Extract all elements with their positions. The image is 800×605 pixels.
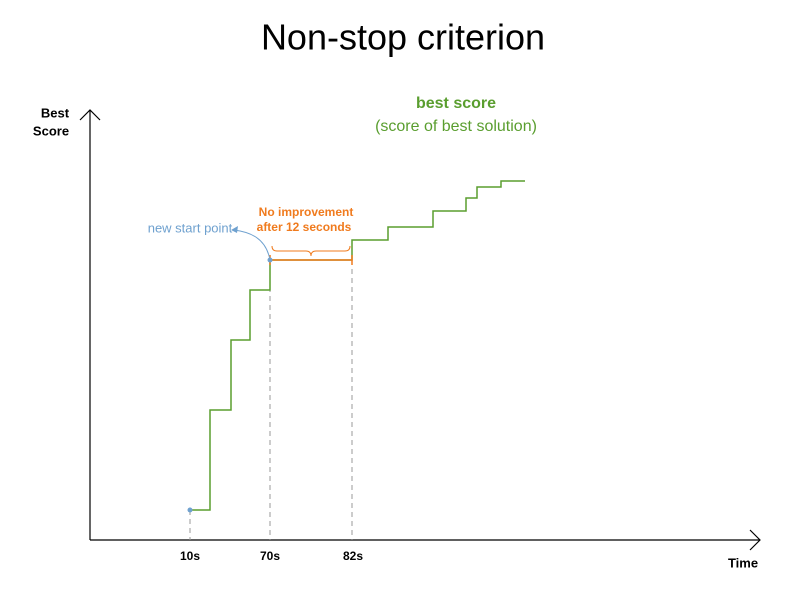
guides xyxy=(189,260,353,540)
annotation: No improvement xyxy=(259,205,354,219)
start-arrow xyxy=(233,229,271,261)
arrow-head xyxy=(231,226,238,233)
annotation: after 12 seconds xyxy=(257,220,352,234)
x-label: Time xyxy=(728,555,758,570)
title: Non-stop criterion xyxy=(261,17,545,58)
tick-label: 10s xyxy=(180,549,200,563)
legend-subtitle: (score of best solution) xyxy=(375,118,537,135)
tick-label: 70s xyxy=(260,549,280,563)
best-score-line xyxy=(190,180,525,511)
start-dot xyxy=(187,507,193,513)
axes xyxy=(79,109,761,551)
annotation: new start point xyxy=(148,220,233,235)
legend-title: best score xyxy=(416,95,496,112)
tick-label: 82s xyxy=(343,549,363,563)
y-label: Best xyxy=(41,105,70,120)
no-improvement-bracket xyxy=(269,245,353,265)
y-label: Score xyxy=(33,123,69,138)
